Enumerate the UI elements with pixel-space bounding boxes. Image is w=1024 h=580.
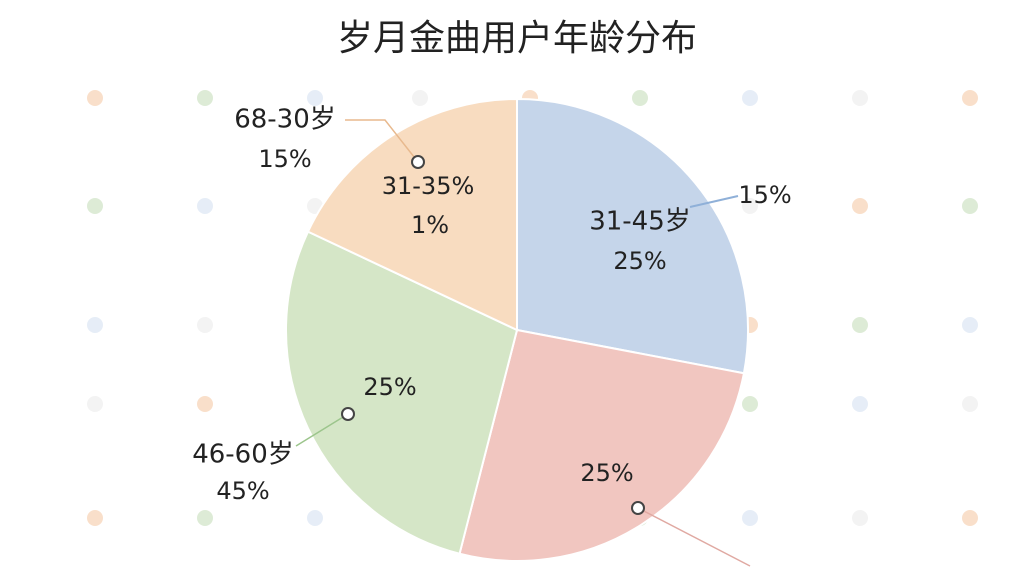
bg-dot: [87, 396, 103, 412]
bg-dot: [742, 90, 758, 106]
pie-slice: [516, 97, 749, 375]
bg-dot: [742, 396, 758, 412]
bg-dot: [87, 198, 103, 214]
bg-dot: [962, 510, 978, 526]
annotation: 31-35%: [382, 172, 475, 200]
bg-dot: [412, 90, 428, 106]
category-label: 68-30岁: [234, 105, 336, 135]
annotation: 15%: [258, 145, 311, 173]
bg-dot: [197, 317, 213, 333]
bg-dot: [962, 90, 978, 106]
bg-dot: [852, 317, 868, 333]
leader-lines: [295, 119, 751, 567]
category-label: 46-60岁: [192, 440, 294, 470]
annotation: 25%: [613, 247, 666, 275]
annotation: 15%: [738, 181, 791, 209]
bg-dot: [852, 396, 868, 412]
bg-dot: [852, 90, 868, 106]
bg-dot: [197, 396, 213, 412]
bg-dot: [87, 510, 103, 526]
annotation: 25%: [580, 459, 633, 487]
bg-dot: [852, 198, 868, 214]
bg-dot: [962, 198, 978, 214]
bg-dot: [87, 317, 103, 333]
pie-slice: [306, 97, 518, 332]
bg-dot: [742, 198, 758, 214]
pie-slice: [458, 328, 746, 562]
bg-dot: [632, 90, 648, 106]
bg-dot: [197, 198, 213, 214]
bg-dot: [197, 510, 213, 526]
annotation: 25%: [363, 373, 416, 401]
annotation: 1%: [411, 211, 449, 239]
bg-dot: [852, 510, 868, 526]
pie: [285, 97, 749, 562]
bg-dot: [742, 510, 758, 526]
bg-dot: [307, 510, 323, 526]
bg-dot: [962, 317, 978, 333]
bg-dot: [197, 90, 213, 106]
pie-slice: [285, 230, 519, 555]
annotation: 45%: [216, 477, 269, 505]
bg-dot: [962, 396, 978, 412]
bg-dot: [307, 90, 323, 106]
bg-dot: [87, 90, 103, 106]
category-label: 31-45岁: [589, 207, 691, 237]
chart-title: 岁月金曲用户年龄分布: [337, 18, 697, 59]
